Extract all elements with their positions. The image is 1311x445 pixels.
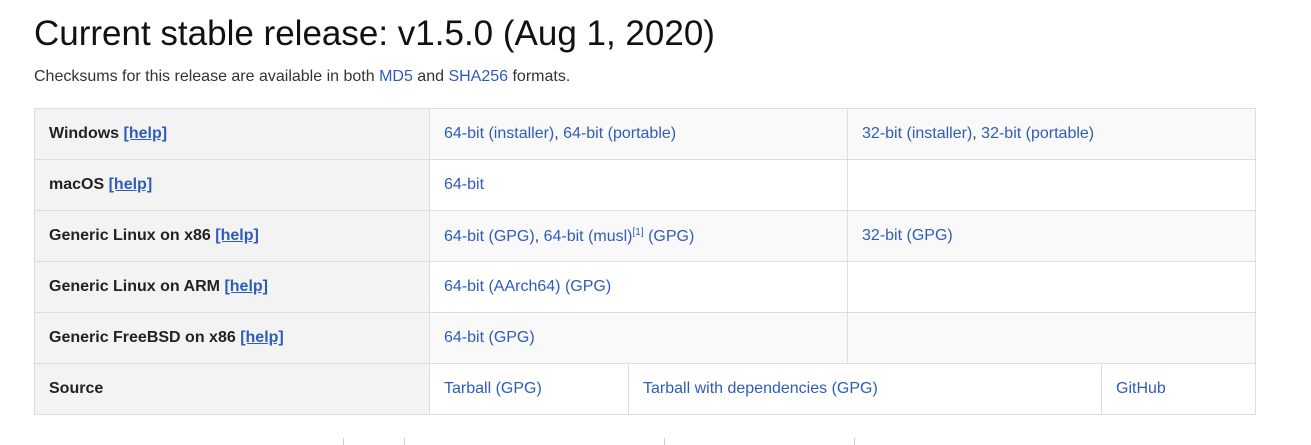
download-cell-linux-arm-64: 64-bit (AArch64) (GPG) — [428, 261, 849, 313]
download-cell-source-github: GitHub — [1101, 363, 1257, 415]
table-border-line — [664, 438, 665, 445]
download-cell-windows-64: 64-bit (installer), 64-bit (portable) — [428, 108, 849, 160]
table-row-source: Source Tarball (GPG) Tarball with depend… — [34, 363, 1257, 415]
checksums-prefix: Checksums for this release are available… — [34, 68, 380, 85]
os-label-macos: macOS — [49, 176, 105, 193]
download-cell-freebsd-64: 64-bit (GPG) — [428, 312, 849, 364]
os-cell-source: Source — [34, 363, 430, 415]
download-cell-macos-64: 64-bit — [428, 159, 849, 211]
windows-64-installer-link[interactable]: 64-bit (installer) — [444, 125, 555, 142]
table-row-macos: macOS [help] 64-bit — [34, 159, 1257, 211]
help-link-macos[interactable]: [help] — [108, 176, 153, 193]
table-row-linux-x86: Generic Linux on x86 [help] 64-bit (GPG)… — [34, 210, 1257, 262]
source-github-link[interactable]: GitHub — [1116, 380, 1166, 397]
linux-x86-64-link[interactable]: 64-bit — [444, 227, 485, 245]
help-link-linux-x86[interactable]: [help] — [215, 227, 259, 244]
macos-64-link[interactable]: 64-bit — [444, 176, 485, 193]
download-cell-linux-x86-32: 32-bit (GPG) — [847, 210, 1257, 262]
os-cell-freebsd: Generic FreeBSD on x86 [help] — [34, 312, 430, 364]
download-cell-linux-x86-64: 64-bit (GPG), 64-bit (musl)[1] (GPG) — [428, 210, 849, 262]
download-cell-windows-32: 32-bit (installer), 32-bit (portable) — [847, 108, 1257, 160]
table-border-line — [854, 438, 855, 445]
source-tarball-deps-gpg-link[interactable]: (GPG) — [831, 380, 878, 397]
windows-32-portable-link[interactable]: 32-bit (portable) — [981, 125, 1095, 142]
page-title: Current stable release: v1.5.0 (Aug 1, 2… — [34, 14, 715, 53]
table-border-line — [343, 438, 344, 445]
linux-x86-32-link[interactable]: 32-bit — [862, 227, 903, 244]
os-cell-linux-x86: Generic Linux on x86 [help] — [34, 210, 430, 262]
help-link-linux-arm[interactable]: [help] — [224, 278, 268, 295]
separator: , — [972, 125, 982, 142]
download-cell-source-deps: Tarball with dependencies (GPG) — [627, 363, 1103, 415]
table-border-line — [404, 438, 405, 445]
os-label-linux-arm: Generic Linux on ARM — [49, 278, 220, 295]
os-cell-linux-arm: Generic Linux on ARM [help] — [34, 261, 430, 313]
linux-x86-64-musl-link[interactable]: 64-bit (musl) — [543, 227, 633, 245]
windows-32-installer-link[interactable]: 32-bit (installer) — [862, 125, 973, 142]
md5-link[interactable]: MD5 — [379, 68, 413, 85]
linux-x86-64-gpg-link[interactable]: (GPG) — [488, 227, 535, 245]
download-cell-source-tarball: Tarball (GPG) — [429, 363, 629, 415]
footnote-marker[interactable]: [1] — [632, 226, 644, 238]
os-label-linux-x86: Generic Linux on x86 — [49, 227, 211, 244]
checksums-suffix: formats. — [508, 68, 571, 85]
freebsd-64-gpg-link[interactable]: (GPG) — [488, 329, 535, 346]
os-cell-windows: Windows [help] — [34, 108, 430, 160]
source-tarball-link[interactable]: Tarball — [444, 380, 492, 397]
windows-64-portable-link[interactable]: 64-bit (portable) — [563, 125, 677, 142]
downloads-table: Windows [help] 64-bit (installer), 64-bi… — [34, 108, 1257, 415]
table-row-freebsd: Generic FreeBSD on x86 [help] 64-bit (GP… — [34, 312, 1257, 364]
os-label-freebsd: Generic FreeBSD on x86 — [49, 329, 236, 346]
linux-x86-64-musl-gpg-link[interactable]: (GPG) — [648, 227, 695, 245]
sha256-link[interactable]: SHA256 — [448, 68, 509, 85]
download-cell-empty — [847, 261, 1257, 313]
next-table-edge — [34, 438, 1255, 445]
download-cell-empty — [847, 312, 1257, 364]
freebsd-64-link[interactable]: 64-bit — [444, 329, 485, 346]
help-link-windows[interactable]: [help] — [123, 125, 168, 142]
table-row-windows: Windows [help] 64-bit (installer), 64-bi… — [34, 108, 1257, 160]
source-tarball-gpg-link[interactable]: (GPG) — [495, 380, 542, 397]
os-label-source: Source — [49, 380, 104, 397]
os-label-windows: Windows — [49, 125, 120, 142]
download-cell-empty — [847, 159, 1257, 211]
source-tarball-deps-link[interactable]: Tarball with dependencies — [643, 380, 828, 397]
linux-x86-32-gpg-link[interactable]: (GPG) — [906, 227, 953, 244]
linux-arm-64-link[interactable]: 64-bit (AArch64) — [444, 278, 561, 295]
help-link-freebsd[interactable]: [help] — [240, 329, 284, 346]
table-row-linux-arm: Generic Linux on ARM [help] 64-bit (AArc… — [34, 261, 1257, 313]
checksums-and: and — [412, 68, 449, 85]
separator: , — [534, 227, 544, 245]
linux-arm-64-gpg-link[interactable]: (GPG) — [564, 278, 612, 295]
os-cell-macos: macOS [help] — [34, 159, 430, 211]
separator: , — [554, 125, 564, 142]
checksums-text: Checksums for this release are available… — [34, 68, 570, 86]
